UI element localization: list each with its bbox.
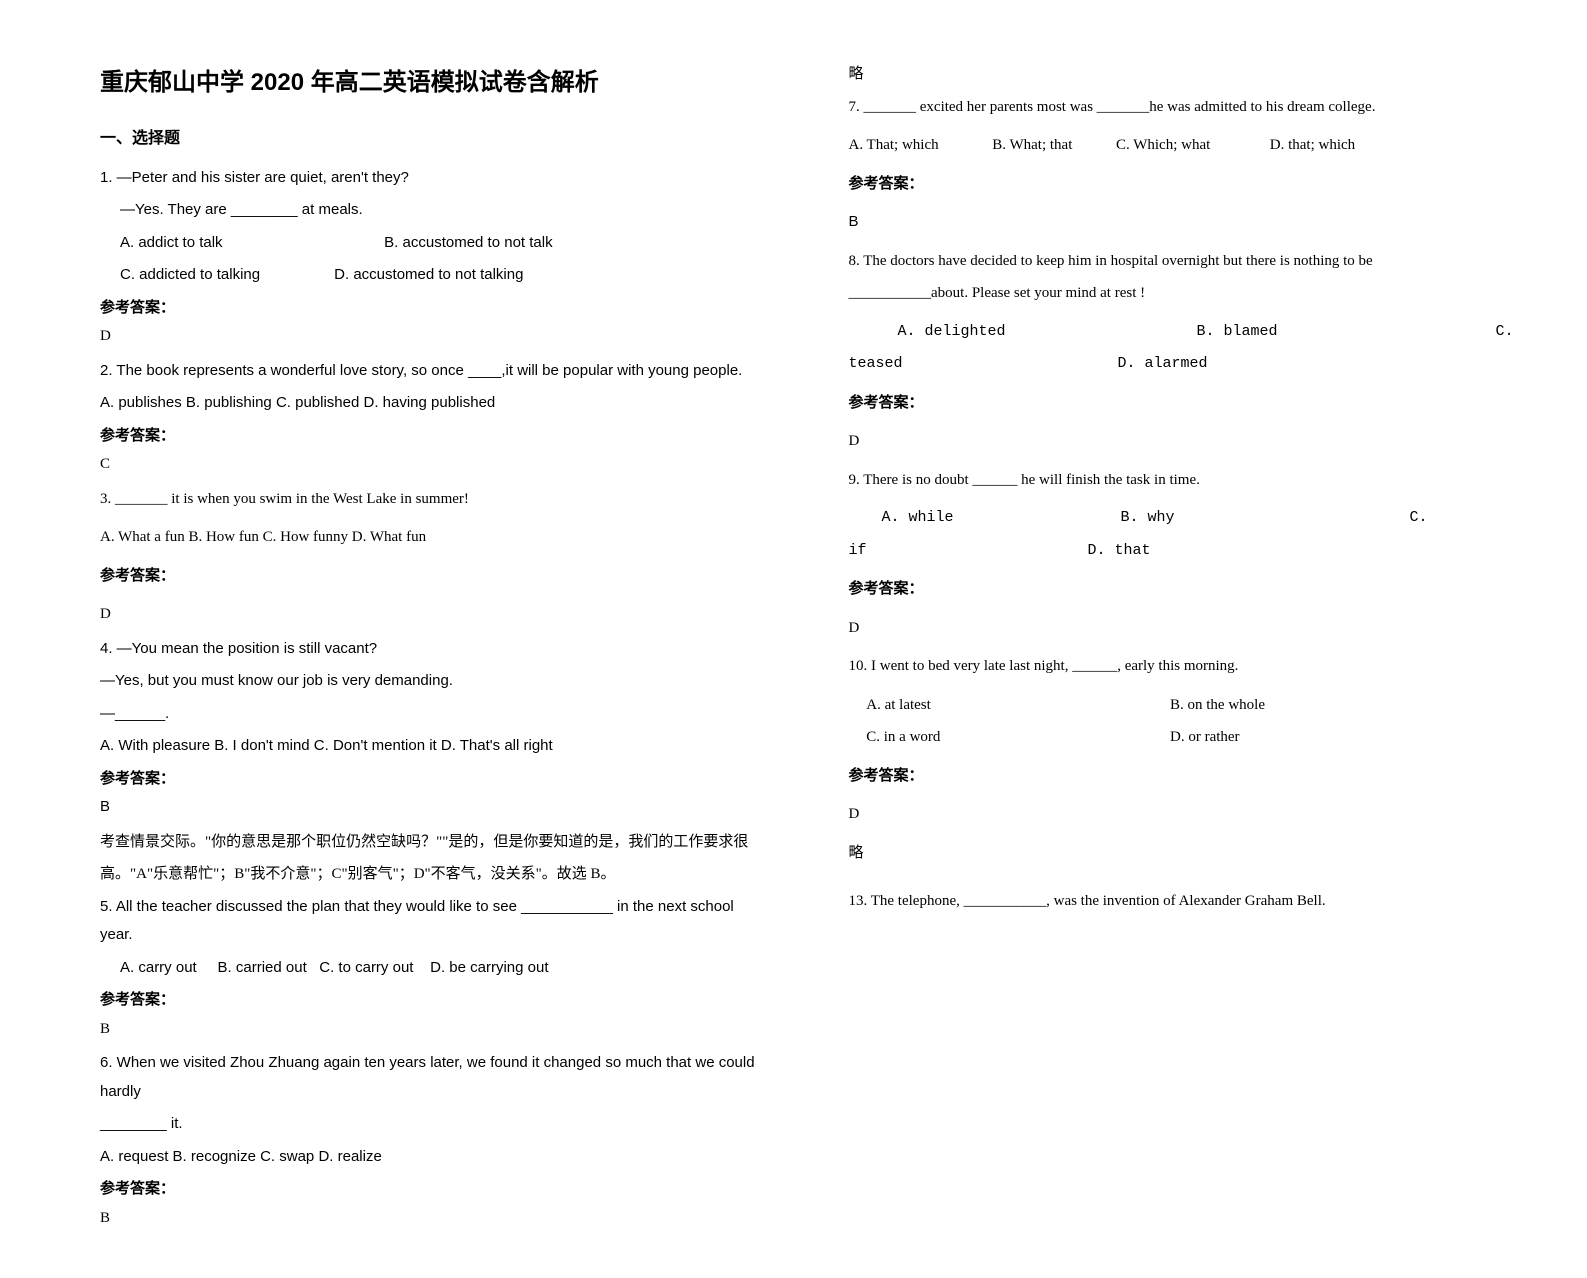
q3-line1: 3. _______ it is when you swim in the We… — [100, 485, 769, 514]
q4-answer: B — [100, 793, 769, 822]
q6-options: A. request B. recognize C. swap D. reali… — [100, 1143, 769, 1172]
q3-answer-label: 参考答案： — [100, 562, 769, 591]
q8-opt-d: D. alarmed — [1118, 355, 1208, 372]
q5-line1: 5. All the teacher discussed the plan th… — [100, 893, 769, 950]
lue-text: 略 — [849, 60, 1518, 89]
q2-answer: C — [100, 450, 769, 479]
q4-line2: —Yes, but you must know our job is very … — [100, 667, 769, 696]
q4-explanation-2: 高。"A"乐意帮忙"；B"我不介意"；C"别客气"；D"不客气，没关系"。故选 … — [100, 860, 769, 889]
q9-opt-c: C. — [1410, 509, 1428, 526]
q8-line2: ___________about. Please set your mind a… — [849, 279, 1518, 308]
q5-answer-label: 参考答案： — [100, 986, 769, 1015]
q6-line1: 6. When we visited Zhou Zhuang again ten… — [100, 1049, 769, 1106]
q1-options-row2: C. addicted to talking D. accustomed to … — [100, 261, 769, 290]
q4-line3: —______. — [100, 700, 769, 729]
q1-answer: D — [100, 322, 769, 351]
q8-options-row1: A. delighted B. blamed C. — [849, 318, 1518, 347]
q7-line1: 7. _______ excited her parents most was … — [849, 93, 1518, 122]
q7-options: A. That; which B. What; that C. Which; w… — [849, 131, 1518, 160]
q1-opt-d: D. accustomed to not talking — [334, 266, 523, 283]
q9-line1: 9. There is no doubt ______ he will fini… — [849, 466, 1518, 495]
left-column: 重庆郁山中学 2020 年高二英语模拟试卷含解析 一、选择题 1. —Peter… — [100, 60, 769, 1238]
q3-answer: D — [100, 600, 769, 629]
q4-line1: 4. —You mean the position is still vacan… — [100, 635, 769, 664]
q2-line1: 2. The book represents a wonderful love … — [100, 357, 769, 386]
q4-explanation-1: 考查情景交际。"你的意思是那个职位仍然空缺吗？""是的，但是你要知道的是，我们的… — [100, 828, 769, 857]
q10-answer: D — [849, 800, 1518, 829]
q10-answer-label: 参考答案： — [849, 762, 1518, 791]
q10-lue: 略 — [849, 839, 1518, 868]
q1-answer-label: 参考答案： — [100, 294, 769, 323]
q10-line1: 10. I went to bed very late last night, … — [849, 652, 1518, 681]
q9-opt-b: B. why — [1121, 504, 1401, 533]
q8-answer: D — [849, 427, 1518, 456]
q9-options-row2: if D. that — [849, 537, 1518, 566]
q10-options-row2: C. in a word D. or rather — [849, 723, 1518, 752]
q1-opt-b: B. accustomed to not talk — [384, 234, 552, 251]
q7-answer-label: 参考答案： — [849, 170, 1518, 199]
q6-line2: ________ it. — [100, 1110, 769, 1139]
q9-opt-c-word: if — [849, 537, 1079, 566]
q7-opt-b: B. What; that — [992, 131, 1112, 160]
q1-opt-a: A. addict to talk — [120, 229, 380, 258]
q7-opt-c: C. Which; what — [1116, 131, 1266, 160]
q9-opt-d: D. that — [1088, 542, 1151, 559]
q9-answer-label: 参考答案： — [849, 575, 1518, 604]
document-title: 重庆郁山中学 2020 年高二英语模拟试卷含解析 — [100, 60, 769, 106]
q6-answer: B — [100, 1204, 769, 1233]
q8-opt-c-word: teased — [849, 350, 1109, 379]
q2-answer-label: 参考答案： — [100, 422, 769, 451]
q8-opt-b: B. blamed — [1197, 318, 1487, 347]
q1-line1: 1. —Peter and his sister are quiet, aren… — [100, 164, 769, 193]
q4-answer-label: 参考答案： — [100, 765, 769, 794]
q10-options-row1: A. at latest B. on the whole — [849, 691, 1518, 720]
q10-opt-a: A. at latest — [866, 691, 1166, 720]
q7-opt-a: A. That; which — [849, 131, 989, 160]
q2-options: A. publishes B. publishing C. published … — [100, 389, 769, 418]
q3-options: A. What a fun B. How fun C. How funny D.… — [100, 523, 769, 552]
q1-line2: —Yes. They are ________ at meals. — [100, 196, 769, 225]
page-container: 重庆郁山中学 2020 年高二英语模拟试卷含解析 一、选择题 1. —Peter… — [0, 0, 1587, 1278]
section-header: 一、选择题 — [100, 124, 769, 154]
q1-options-row1: A. addict to talk B. accustomed to not t… — [100, 229, 769, 258]
q13-line1: 13. The telephone, ___________, was the … — [849, 887, 1518, 916]
q8-opt-c: C. — [1496, 323, 1514, 340]
q10-opt-c: C. in a word — [866, 723, 1166, 752]
q8-line1: 8. The doctors have decided to keep him … — [849, 247, 1518, 276]
q8-options-row2: teased D. alarmed — [849, 350, 1518, 379]
q9-opt-a: A. while — [882, 504, 1112, 533]
q8-answer-label: 参考答案： — [849, 389, 1518, 418]
q10-opt-b: B. on the whole — [1170, 697, 1265, 713]
right-column: 略 7. _______ excited her parents most wa… — [849, 60, 1518, 1238]
q9-options-row1: A. while B. why C. — [849, 504, 1518, 533]
q4-options: A. With pleasure B. I don't mind C. Don'… — [100, 732, 769, 761]
q10-opt-d: D. or rather — [1170, 729, 1240, 745]
q7-answer: B — [849, 208, 1518, 237]
q6-answer-label: 参考答案： — [100, 1175, 769, 1204]
q1-opt-c: C. addicted to talking — [120, 261, 330, 290]
q7-opt-d: D. that; which — [1270, 137, 1355, 153]
q8-opt-a: A. delighted — [898, 318, 1188, 347]
q5-options: A. carry out B. carried out C. to carry … — [100, 954, 769, 983]
q5-answer: B — [100, 1015, 769, 1044]
q9-answer: D — [849, 614, 1518, 643]
